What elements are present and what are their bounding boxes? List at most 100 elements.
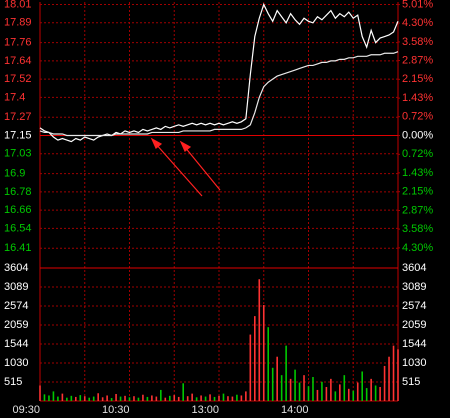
volume-bar: [227, 396, 229, 401]
volume-bar: [218, 395, 220, 401]
volume-bar: [316, 389, 319, 401]
y2-tick-label: 1.43%: [402, 167, 433, 179]
volume-bar: [397, 349, 399, 401]
volume-bar: [352, 390, 355, 401]
volume-bar: [70, 395, 73, 401]
volume-bar: [204, 396, 207, 401]
y-tick-label: 16.78: [4, 186, 32, 198]
volume-bar: [88, 397, 91, 401]
y-tick-label: 17.52: [4, 73, 32, 85]
volume-bar: [97, 393, 99, 401]
y2-tick-label: 3089: [402, 281, 426, 293]
volume-bar: [191, 393, 193, 401]
volume-bar: [370, 378, 372, 401]
y-tick-label: 1544: [4, 338, 28, 350]
volume-bar: [392, 345, 395, 401]
volume-bar: [75, 396, 77, 401]
y-tick-label: 2574: [4, 300, 28, 312]
volume-bar: [115, 393, 117, 401]
x-tick-label: 09:30: [12, 404, 40, 416]
arrow: [183, 145, 221, 191]
y-tick-label: 3604: [4, 262, 28, 274]
volume-bar: [294, 369, 296, 401]
y-tick-label: 18.01: [4, 0, 32, 10]
y2-tick-label: 4.30%: [402, 242, 433, 254]
volume-bar: [254, 316, 256, 401]
y-tick-label: 17.89: [4, 17, 32, 29]
price-line: [39, 2, 399, 143]
volume-bar: [137, 397, 140, 401]
volume-bar: [119, 396, 122, 401]
volume-bar: [285, 345, 287, 401]
volume-bar: [280, 375, 283, 401]
volume-bar: [312, 377, 314, 401]
arrow-head: [150, 137, 163, 149]
y-tick-label: 3089: [4, 281, 28, 293]
volume-bar: [271, 367, 274, 401]
volume-bar: [164, 397, 167, 401]
volume-bar: [325, 386, 328, 401]
volume-bar: [307, 386, 310, 401]
volume-bar: [347, 388, 350, 401]
x-tick-label: 13:00: [191, 404, 219, 416]
y-tick-label: 17.15: [4, 129, 32, 141]
y2-tick-label: 5.01%: [402, 0, 433, 10]
volume-bar: [339, 384, 341, 401]
volume-bar: [209, 394, 211, 401]
volume-bar: [321, 381, 323, 401]
y2-tick-label: 1030: [402, 357, 426, 369]
volume-bar: [92, 396, 95, 401]
volume-bar: [249, 334, 252, 401]
volume-bar: [160, 389, 162, 401]
y2-tick-label: 2059: [402, 319, 426, 331]
volume-bar: [262, 305, 265, 401]
arrow: [154, 142, 203, 197]
volume-bar: [298, 382, 301, 401]
volume-bar: [79, 395, 82, 401]
volume-bar: [110, 398, 113, 401]
volume-bar: [101, 397, 104, 401]
volume-bar: [52, 391, 55, 401]
volume-bar: [245, 391, 247, 401]
y-tick-label: 17.27: [4, 111, 32, 123]
volume-bar: [106, 395, 108, 401]
y2-tick-label: 1.43%: [402, 92, 433, 104]
volume-bar: [155, 396, 158, 401]
y-tick-label: 16.54: [4, 222, 32, 234]
y-tick-label: 1030: [4, 357, 28, 369]
y2-tick-label: 0.00%: [402, 129, 433, 141]
volume-bar: [173, 395, 176, 401]
volume-bar: [43, 394, 46, 401]
volume-bar: [168, 395, 171, 401]
volume-bar: [388, 356, 390, 401]
volume-bar: [57, 396, 59, 401]
volume-bar: [374, 385, 377, 401]
y2-tick-label: 0.72%: [402, 148, 433, 160]
volume-bar: [343, 375, 346, 401]
volume-bar: [124, 395, 126, 401]
volume-bar: [200, 395, 202, 401]
x-tick-label: 10:30: [102, 404, 130, 416]
y-tick-label: 17.03: [4, 148, 32, 160]
volume-bar: [258, 279, 261, 401]
volume-bar: [330, 378, 332, 401]
volume-bar: [39, 385, 41, 401]
volume-bar: [267, 327, 270, 401]
volume-bar: [66, 397, 68, 401]
average-line: [39, 51, 399, 137]
y2-tick-label: 2.87%: [402, 204, 433, 216]
y2-tick-label: 2.87%: [402, 54, 433, 66]
y-tick-label: 17.64: [4, 55, 32, 67]
volume-bar: [213, 396, 216, 401]
volume-bar: [142, 394, 144, 401]
y2-tick-label: 1544: [402, 338, 426, 350]
volume-bar: [177, 396, 180, 401]
volume-bar: [240, 395, 243, 401]
y-tick-label: 2059: [4, 319, 28, 331]
annotation-arrows: [150, 137, 221, 197]
volume-bar: [48, 395, 50, 401]
y-tick-label: 16.66: [4, 204, 32, 216]
